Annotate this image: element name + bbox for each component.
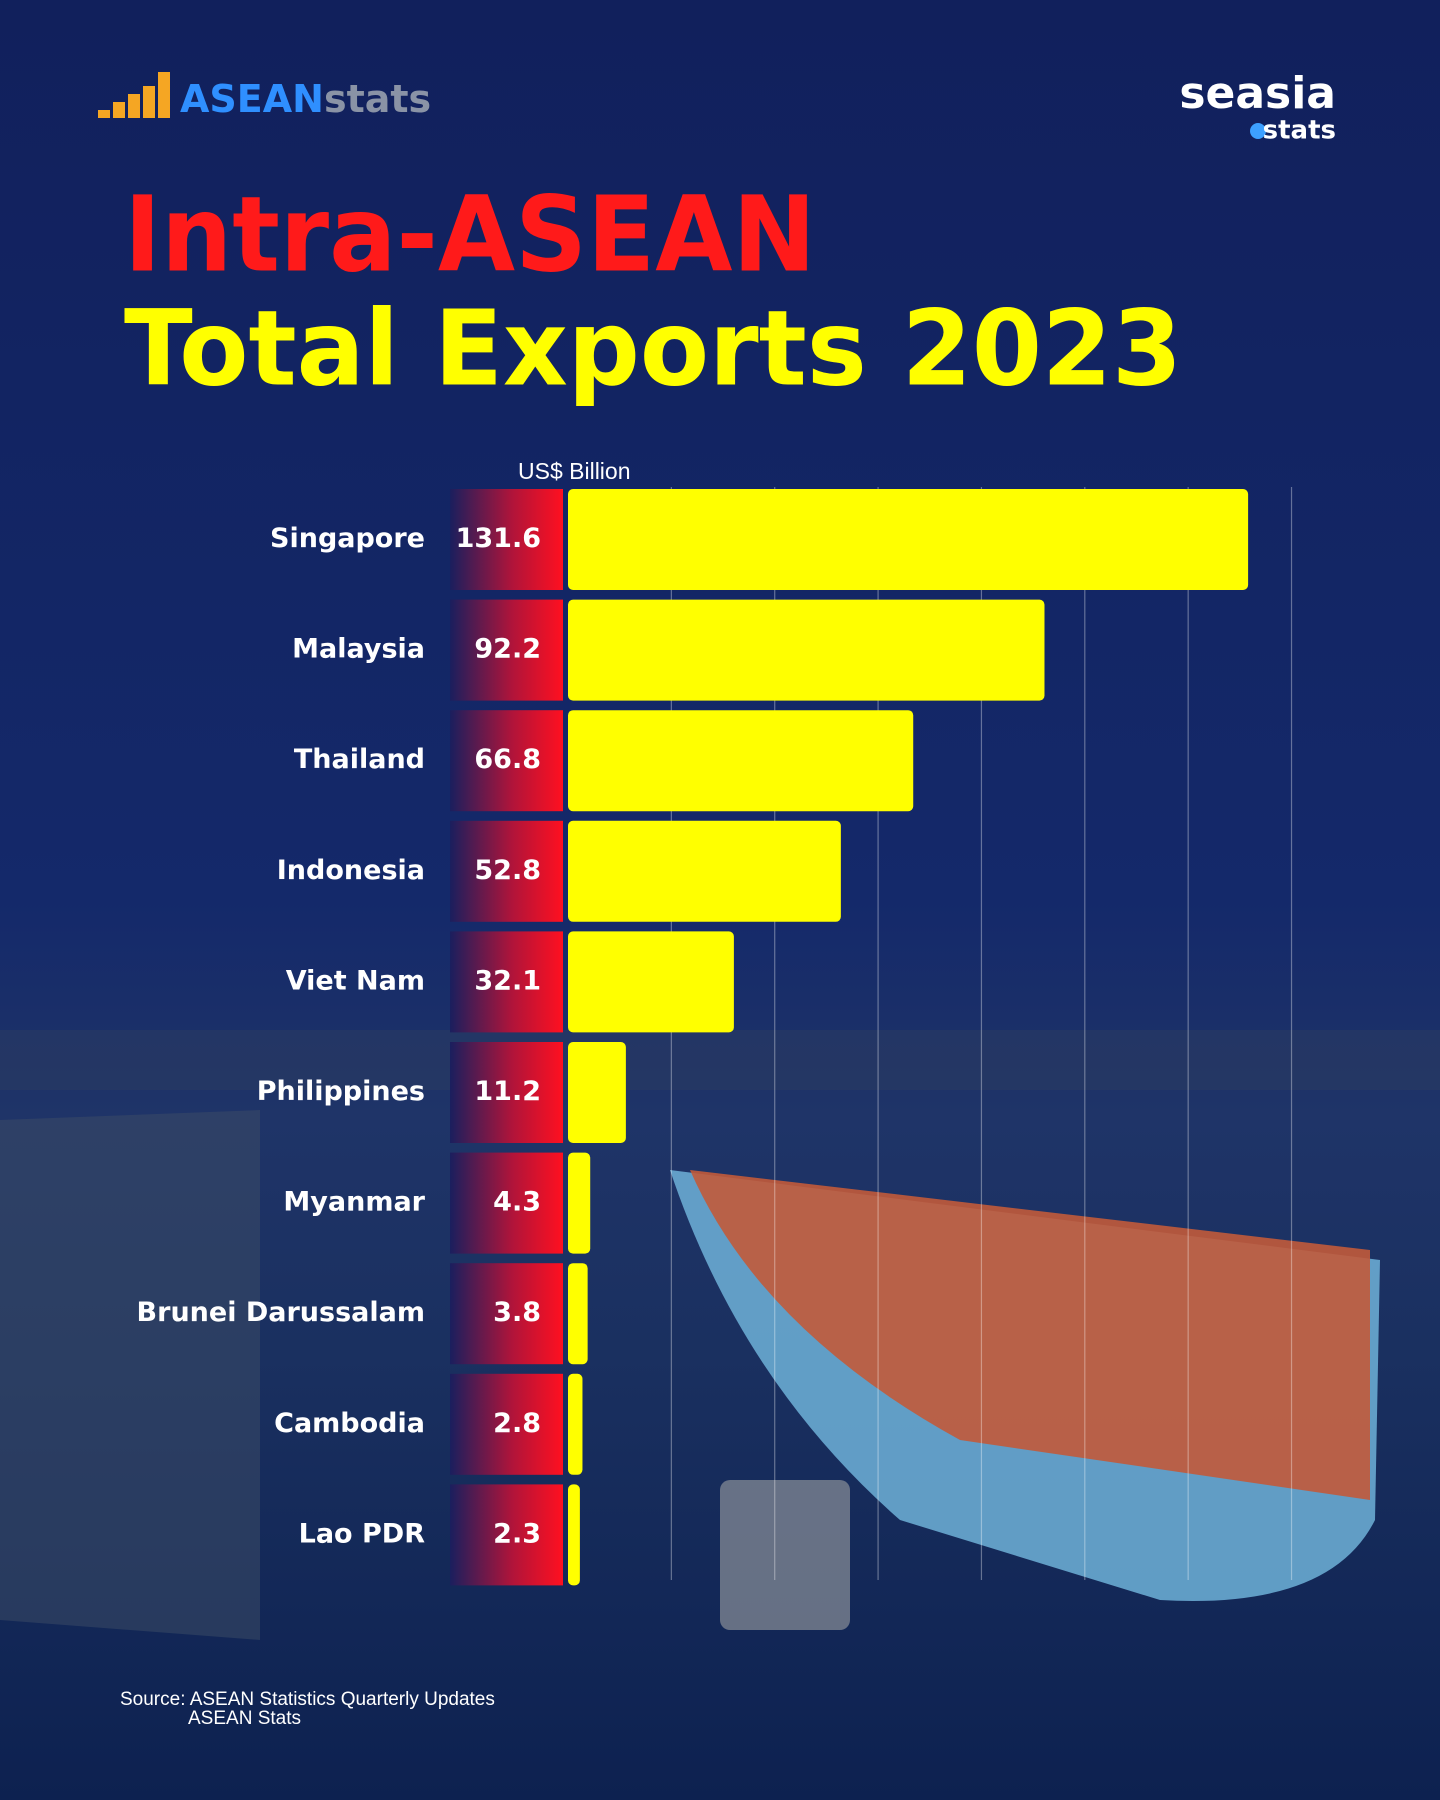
axis-label: US$ Billion — [518, 458, 631, 484]
category-label: Malaysia — [292, 634, 425, 665]
label-box — [450, 599, 563, 701]
port-skyline — [0, 1030, 1440, 1090]
left-logo: ASEANstats — [98, 72, 431, 121]
value-label: 4.3 — [493, 1187, 541, 1218]
category-label: Myanmar — [283, 1187, 425, 1218]
bar — [568, 931, 734, 1033]
logo-part: stats — [324, 77, 431, 121]
ship-containers — [690, 1170, 1370, 1500]
logo-part: ASEAN — [180, 77, 324, 121]
label-box — [450, 1152, 563, 1254]
source: Source: ASEAN Statistics Quarterly Updat… — [120, 1689, 495, 1710]
category-label: Philippines — [257, 1076, 425, 1107]
value-label: 92.2 — [474, 634, 541, 665]
bar — [568, 1263, 588, 1365]
label-box — [450, 1042, 563, 1143]
label-box — [450, 820, 563, 922]
category-label: Viet Nam — [286, 965, 425, 996]
label-box — [450, 1373, 563, 1475]
value-label: 131.6 — [456, 523, 541, 554]
category-label: Lao PDR — [299, 1518, 426, 1549]
bar — [568, 1042, 626, 1143]
bar — [568, 1484, 580, 1586]
category-label: Thailand — [294, 744, 425, 775]
logo-bar — [128, 94, 140, 118]
tug-boat — [720, 1480, 850, 1630]
bar — [568, 1152, 591, 1254]
bar — [568, 489, 1249, 590]
bar — [568, 820, 841, 922]
logo-dot — [1250, 123, 1266, 139]
category-label: Brunei Darussalam — [137, 1297, 425, 1328]
logo-bar — [158, 72, 170, 118]
label-box — [450, 931, 563, 1033]
value-label: 2.8 — [493, 1408, 541, 1439]
chart-subtitle: Total Exports 2023 — [124, 287, 1182, 409]
bar — [568, 599, 1045, 701]
port-dock — [0, 1110, 260, 1640]
value-label: 52.8 — [474, 855, 541, 886]
right-logo-sub: stats — [1263, 116, 1336, 146]
label-box — [450, 1263, 563, 1365]
label-box — [450, 1484, 563, 1586]
label-box — [450, 489, 563, 590]
value-label: 66.8 — [474, 744, 541, 775]
value-label: 32.1 — [474, 965, 541, 996]
logo-text: ASEANstats — [180, 77, 431, 121]
bar — [568, 710, 914, 812]
logo-bar — [98, 110, 110, 118]
logo-bar — [113, 102, 125, 118]
value-label: 11.2 — [474, 1076, 541, 1107]
category-label: Singapore — [270, 523, 425, 554]
right-logo-title: seasia — [1179, 68, 1336, 119]
value-label: 3.8 — [493, 1297, 541, 1328]
logo-bar — [143, 86, 155, 118]
plot: Singapore 131.6 Malaysia 92.2 Thailand 66.8 In… — [137, 487, 1293, 1586]
category-label: Cambodia — [274, 1408, 425, 1439]
category-label: Indonesia — [277, 855, 425, 886]
label-box — [450, 710, 563, 812]
source: ASEAN Stats — [188, 1708, 301, 1729]
value-label: 2.3 — [493, 1518, 541, 1549]
chart-title: Intra-ASEAN — [124, 173, 816, 295]
bar — [568, 1373, 583, 1475]
